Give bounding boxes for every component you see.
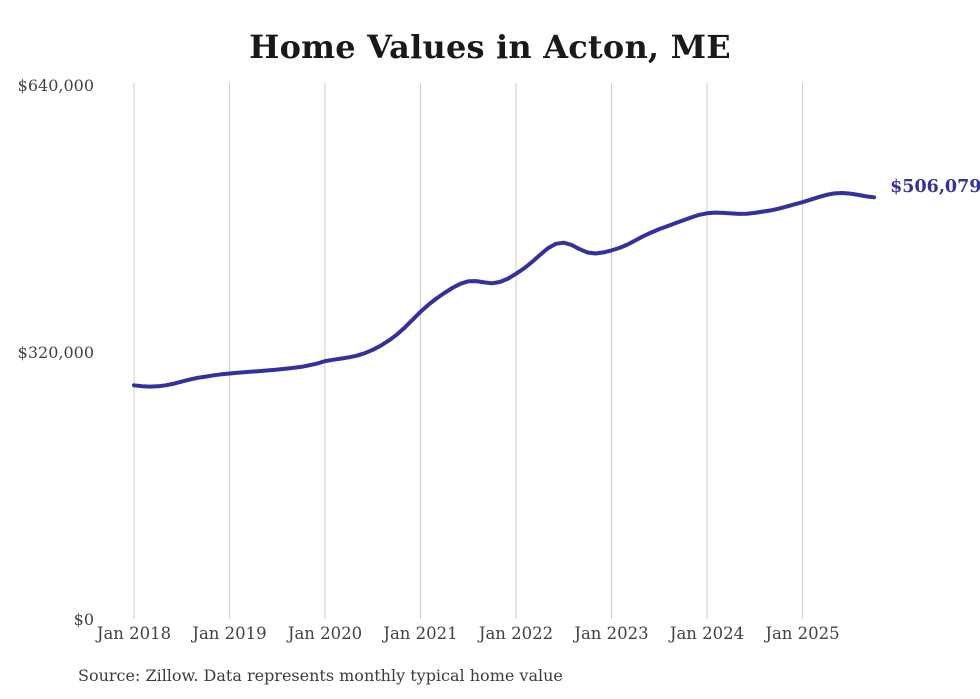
home-value-line <box>132 191 877 389</box>
x-tick-label: Jan 2018 <box>96 624 172 643</box>
y-tick-label: $640,000 <box>17 75 94 95</box>
latest-value-label: $506,079 <box>890 177 980 198</box>
x-tick-label: Jan 2022 <box>478 624 554 643</box>
y-tick-label: $0 <box>73 610 94 629</box>
chart-title: Home Values in Acton, ME <box>249 28 731 66</box>
x-tick-label: Jan 2024 <box>669 624 745 643</box>
source-note: Source: Zillow. Data represents monthly … <box>78 666 563 685</box>
y-tick-label: $320,000 <box>17 342 94 362</box>
x-tick-label: Jan 2020 <box>287 624 363 643</box>
x-tick-label: Jan 2021 <box>383 624 458 643</box>
x-tick-label: Jan 2025 <box>765 624 840 643</box>
x-tick-label: Jan 2019 <box>192 624 267 643</box>
x-tick-label: Jan 2023 <box>574 624 649 643</box>
